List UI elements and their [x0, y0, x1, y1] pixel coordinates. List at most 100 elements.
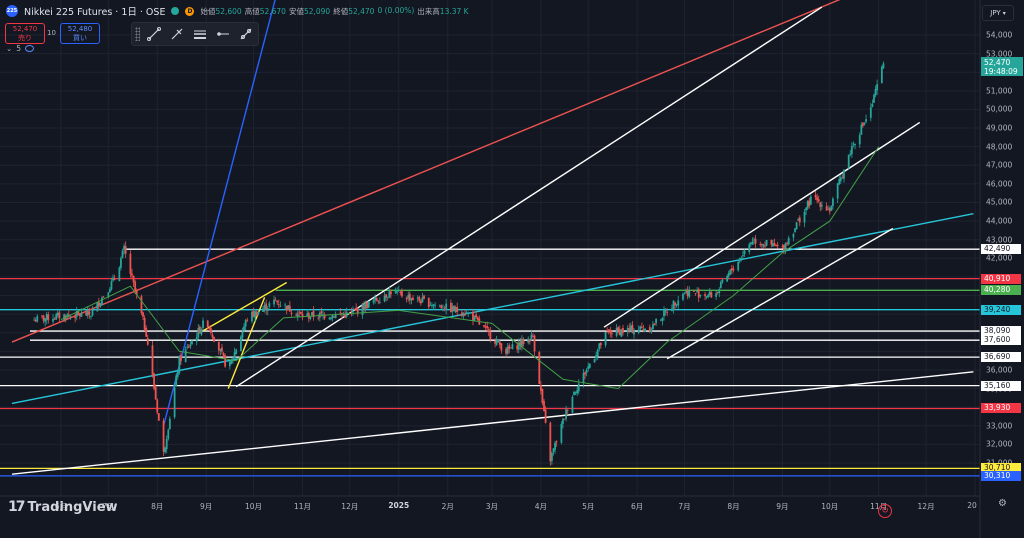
price-axis[interactable]: 54,000 53,000 51,000 50,000 49,000 48,000 47,0…	[980, 0, 1024, 538]
candle-body	[434, 304, 436, 306]
candle-body	[208, 328, 211, 329]
tradingview-mark-icon: 17	[8, 499, 26, 515]
candle-body	[438, 305, 441, 307]
channel-lower-line	[227, 297, 266, 389]
candle-body	[794, 228, 796, 233]
candle-body	[440, 305, 443, 309]
candle-body	[328, 317, 331, 319]
candle-body	[611, 333, 613, 335]
candle-body	[770, 239, 773, 245]
candle-body	[399, 291, 402, 293]
currency-selector[interactable]: JPY ▾	[982, 5, 1014, 21]
symbol-logo[interactable]: 225	[6, 5, 18, 17]
candle-body	[628, 327, 631, 330]
collapse-chevron-icon[interactable]: ⌄	[6, 44, 13, 53]
candle-body	[576, 390, 579, 394]
candle-body	[445, 303, 448, 311]
candle-body	[696, 290, 699, 293]
candle-body	[187, 346, 190, 348]
time-tick-label: 8月	[727, 502, 740, 511]
candle-body	[184, 349, 187, 362]
ohlc-label: 終値	[333, 6, 349, 16]
candle-body	[759, 244, 762, 245]
candle-body	[484, 326, 487, 328]
candle-body	[55, 314, 58, 320]
gear-icon[interactable]: ⚙	[998, 498, 1007, 509]
trend-line-tool-icon[interactable]	[145, 25, 163, 43]
ohlc-value: 52,670	[259, 6, 286, 16]
go-to-realtime-icon[interactable]: ↻	[878, 504, 892, 518]
line-width-tool-icon[interactable]	[214, 25, 232, 43]
candle-body	[626, 328, 629, 333]
candle-body	[751, 241, 754, 245]
drag-handle-icon[interactable]	[134, 27, 140, 41]
candle-body	[101, 297, 103, 305]
candle-body	[596, 349, 599, 357]
candle-body	[255, 311, 258, 316]
line-style-tool-icon[interactable]	[191, 25, 209, 43]
extend-line-tool-icon[interactable]	[237, 25, 255, 43]
sell-button[interactable]: 52,470 売り	[5, 23, 45, 44]
brush-tool-icon[interactable]	[168, 25, 186, 43]
candle-body	[730, 268, 733, 271]
candle-body	[222, 353, 225, 356]
time-tick-label: 11月	[293, 502, 311, 511]
candle-body	[677, 300, 680, 306]
candle-body	[473, 315, 476, 321]
candle-body	[659, 319, 662, 321]
candle-body	[243, 326, 245, 331]
candle-body	[663, 309, 665, 317]
candle-body	[825, 206, 828, 211]
candle-body	[664, 310, 667, 312]
candle-body	[650, 329, 653, 333]
candle-body	[143, 317, 146, 330]
candle-body	[519, 341, 522, 346]
horizontal-levels	[0, 248, 980, 477]
candle-body	[176, 372, 179, 377]
candle-body	[121, 250, 124, 259]
sell-price: 52,470	[12, 25, 38, 33]
candle-body	[710, 292, 713, 298]
candle-body	[803, 211, 806, 223]
candle-body	[609, 329, 612, 334]
candle-body	[421, 297, 424, 303]
candle-body	[284, 304, 287, 306]
candle-body	[135, 290, 138, 295]
candle-body	[805, 207, 807, 211]
price-tick-label: 49,000	[986, 123, 1013, 133]
candle-body	[871, 104, 874, 107]
candle-body	[620, 329, 623, 337]
candle-body	[317, 317, 320, 319]
candle-body	[467, 312, 470, 314]
buy-button[interactable]: 52,480 買い	[60, 23, 100, 44]
ohlc-item: 0 (0.00%)	[377, 6, 414, 17]
sell-label: 売り	[18, 34, 32, 42]
brand-name: TradingView	[27, 499, 118, 515]
time-axis[interactable]: 6月 7月 8月 9月 10月 11月 12月 2025 2月 3月 4月 5月 6月 7月 8月 9月 10月…	[0, 496, 980, 518]
candle-body	[295, 314, 298, 316]
candle-body	[661, 318, 664, 321]
symbol-title[interactable]: Nikkei 225 Futures · 1日 · OSE	[24, 7, 166, 18]
candle-body	[738, 258, 741, 262]
tradingview-logo[interactable]: 17 TradingView	[8, 499, 118, 515]
eye-icon[interactable]	[25, 45, 35, 52]
candle-body	[233, 352, 236, 359]
indicator-legend[interactable]: ⌄ 5	[6, 44, 35, 53]
drawing-toolbar[interactable]	[131, 22, 259, 46]
candle-body	[652, 324, 654, 330]
candle-body	[63, 314, 65, 320]
ohlc-values: 始値52,600 高値52,670 安値52,090 終値52,470 0 (0.00%…	[200, 6, 468, 17]
candle-body	[306, 313, 309, 316]
candle-body	[257, 311, 260, 316]
candle-body	[180, 355, 182, 362]
price-tick-label: 42,000	[986, 253, 1013, 263]
candle-body	[574, 392, 577, 394]
trend-drawings[interactable]	[11, 0, 974, 475]
quantity-value[interactable]: 10	[47, 29, 56, 37]
candle-body	[47, 314, 50, 321]
candle-body	[206, 320, 209, 328]
candle-body	[113, 279, 116, 280]
price-tick-label: 36,000	[986, 365, 1013, 375]
candle-body	[749, 243, 752, 245]
